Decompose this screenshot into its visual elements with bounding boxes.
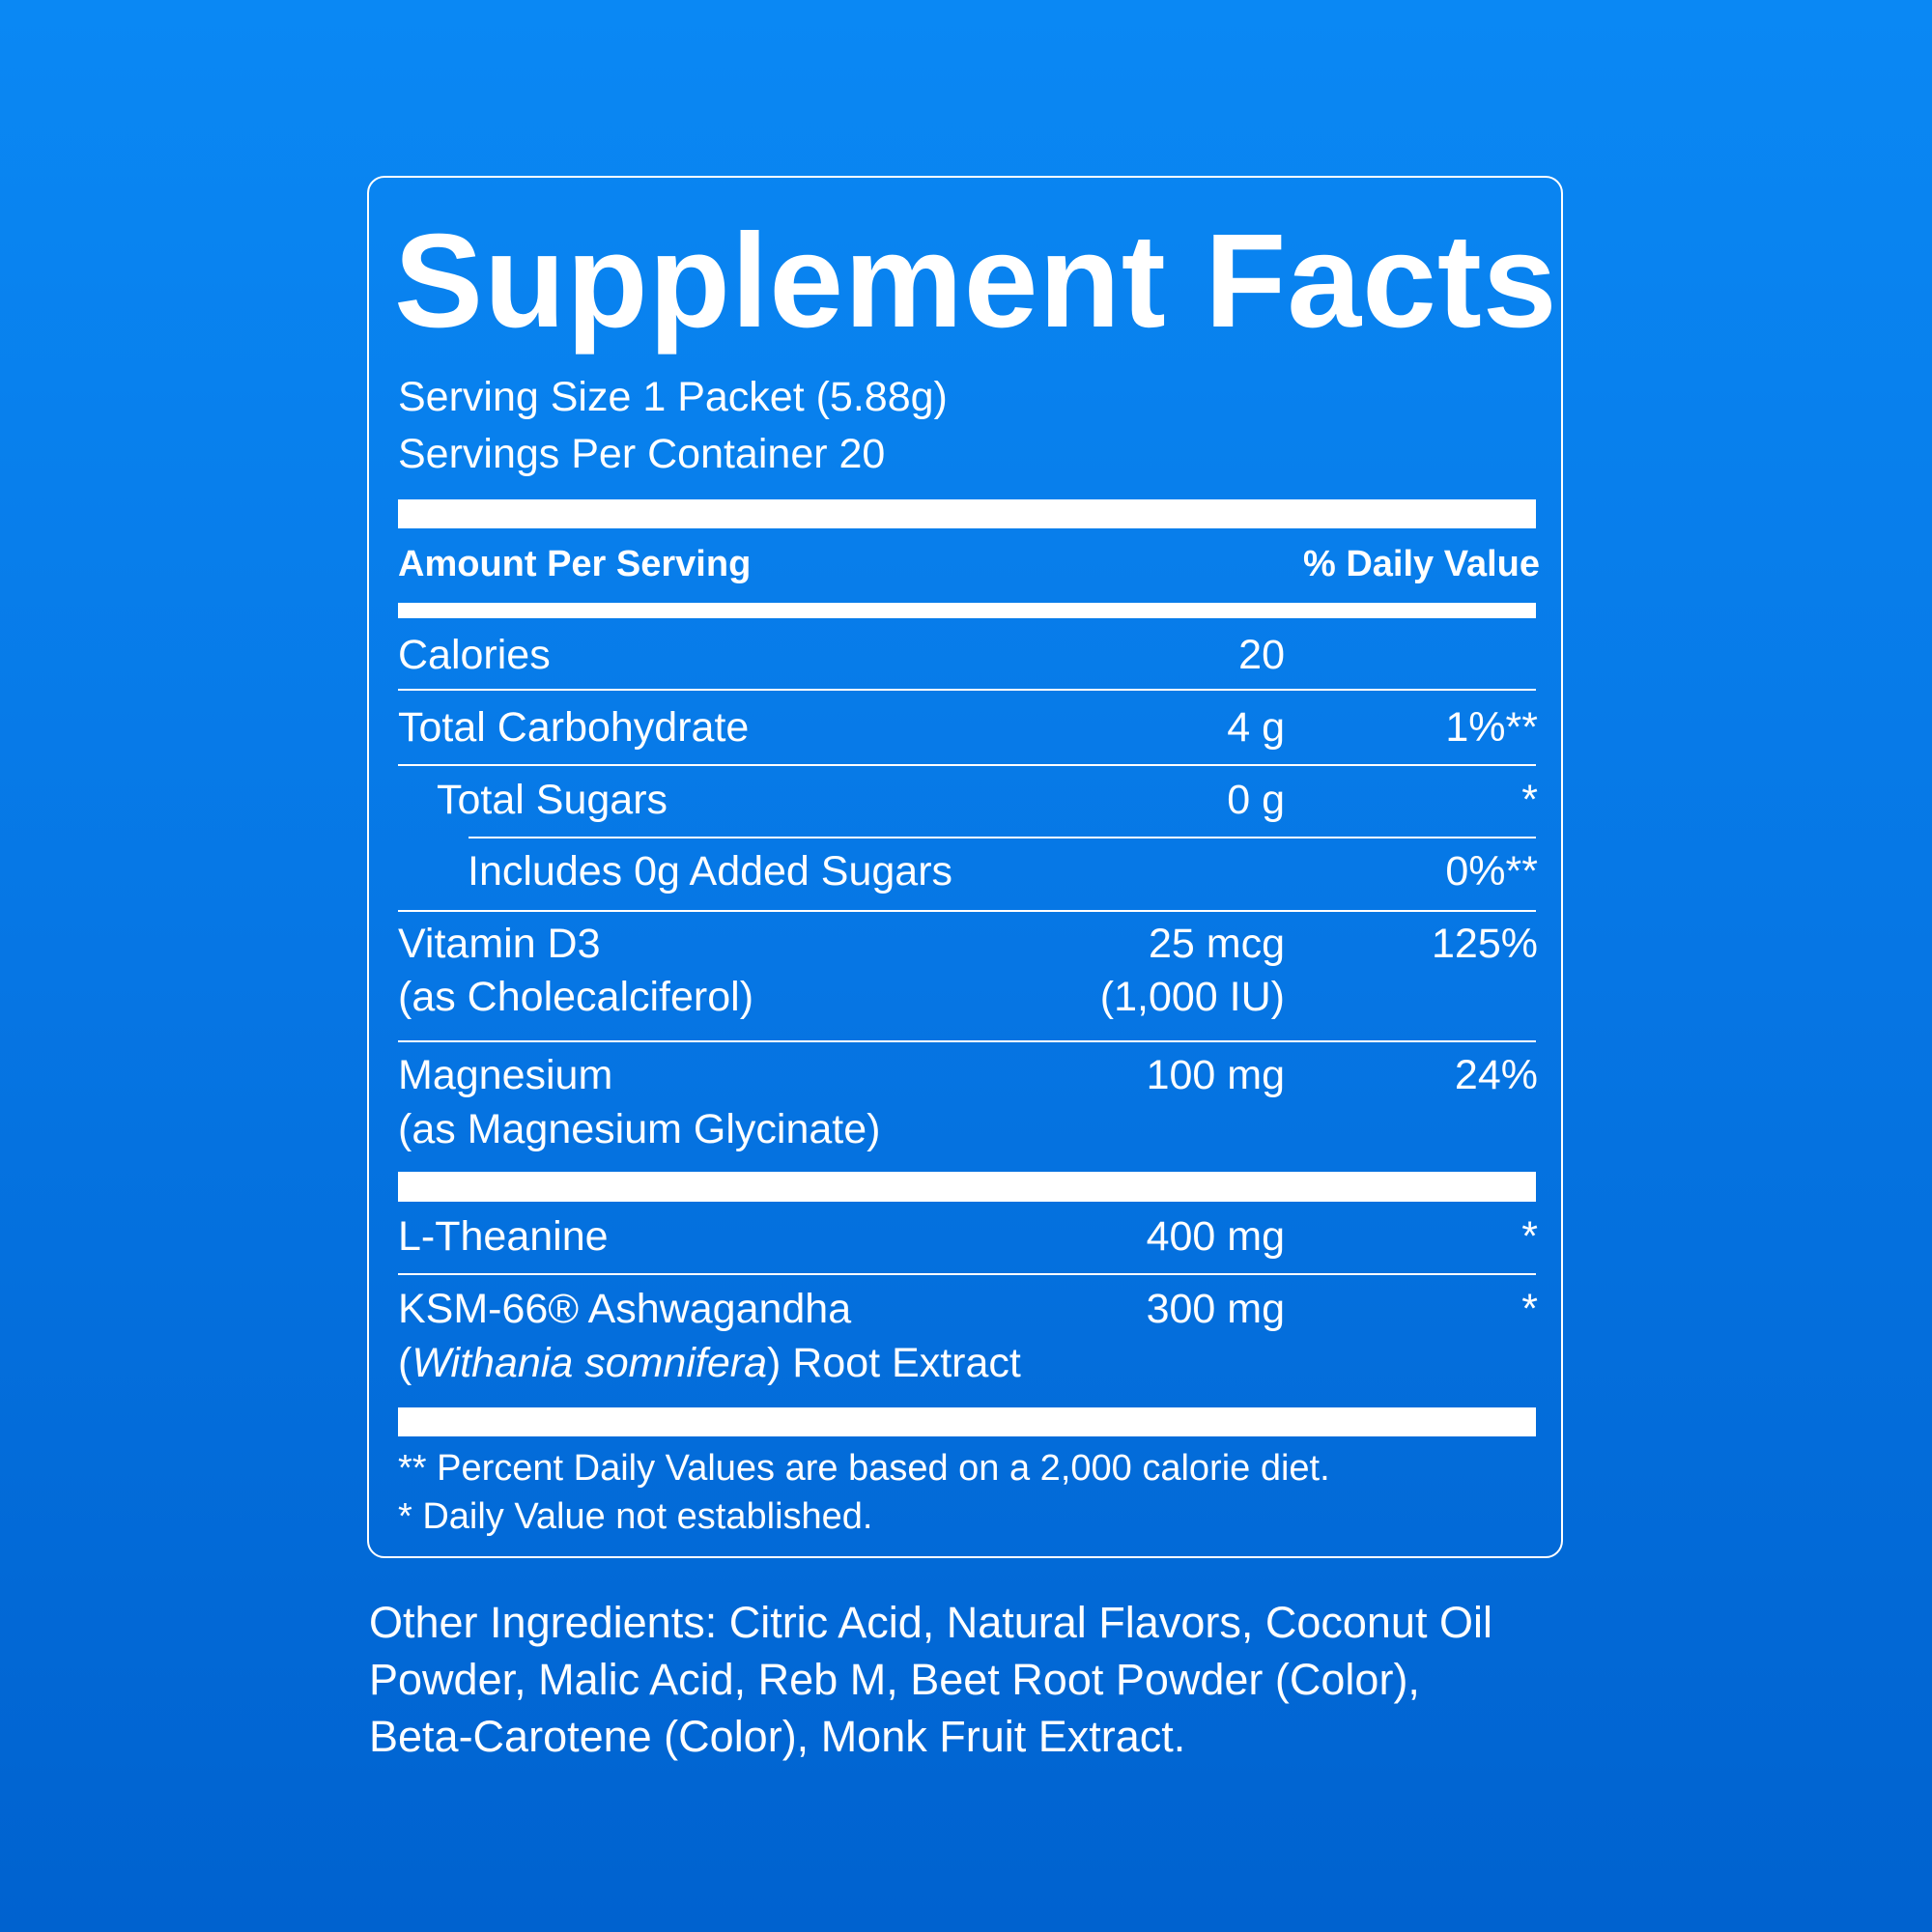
thick-rule bbox=[398, 1172, 1536, 1202]
other-ingredients: Other Ingredients: Citric Acid, Natural … bbox=[369, 1598, 1492, 1647]
daily-value: 0%** bbox=[1445, 848, 1538, 895]
other-ingredients: Powder, Malic Acid, Reb M, Beet Root Pow… bbox=[369, 1655, 1420, 1704]
nutrient-name: Vitamin D3 bbox=[398, 921, 601, 967]
other-ingredients: Beta-Carotene (Color), Monk Fruit Extrac… bbox=[369, 1712, 1186, 1761]
daily-value: * bbox=[1521, 1286, 1538, 1332]
daily-value: 1%** bbox=[1445, 704, 1538, 751]
nutrient-amount: 25 mcg bbox=[1148, 921, 1285, 967]
servings-per-container: Servings Per Container 20 bbox=[398, 431, 886, 477]
divider bbox=[398, 1040, 1536, 1042]
nutrient-amount-note: (1,000 IU) bbox=[1099, 974, 1285, 1020]
note-part: ) Root Extract bbox=[767, 1340, 1021, 1386]
column-header: % Daily Value bbox=[1302, 544, 1540, 584]
thick-rule bbox=[398, 499, 1536, 528]
nutrient-name: KSM-66® Ashwagandha bbox=[398, 1286, 852, 1332]
facts-panel bbox=[367, 176, 1563, 1558]
note-part: ( bbox=[398, 1340, 412, 1386]
nutrient-name: Total Carbohydrate bbox=[398, 704, 750, 751]
title: Supplement Facts bbox=[394, 207, 1558, 355]
footnote: * Daily Value not established. bbox=[398, 1496, 873, 1537]
column-header: Amount Per Serving bbox=[398, 544, 752, 584]
nutrient-amount: 0 g bbox=[1227, 777, 1285, 823]
nutrient-amount: 20 bbox=[1238, 632, 1285, 678]
thick-rule bbox=[398, 1407, 1536, 1436]
daily-value: 125% bbox=[1432, 921, 1538, 967]
serving-size: Serving Size 1 Packet (5.88g) bbox=[398, 374, 948, 420]
daily-value: 24% bbox=[1454, 1052, 1538, 1098]
nutrient-name: Includes 0g Added Sugars bbox=[468, 848, 953, 895]
divider bbox=[398, 910, 1536, 912]
latin-name: Withania somnifera bbox=[412, 1340, 767, 1386]
nutrient-note: (as Magnesium Glycinate) bbox=[398, 1106, 881, 1152]
daily-value: * bbox=[1521, 777, 1538, 823]
nutrient-name: Calories bbox=[398, 632, 551, 678]
nutrient-name: Total Sugars bbox=[437, 777, 668, 823]
nutrient-note: (as Cholecalciferol) bbox=[398, 974, 754, 1020]
nutrient-name: Magnesium bbox=[398, 1052, 613, 1098]
divider bbox=[469, 837, 1536, 838]
nutrient-amount: 400 mg bbox=[1146, 1213, 1285, 1260]
nutrient-name: L-Theanine bbox=[398, 1213, 609, 1260]
nutrient-amount: 100 mg bbox=[1146, 1052, 1285, 1098]
nutrient-amount: 300 mg bbox=[1146, 1286, 1285, 1332]
nutrient-note: (Withania somnifera) Root Extract bbox=[398, 1343, 1021, 1384]
divider bbox=[398, 764, 1536, 766]
rule bbox=[398, 603, 1536, 618]
footnote: ** Percent Daily Values are based on a 2… bbox=[398, 1448, 1330, 1489]
nutrient-amount: 4 g bbox=[1227, 704, 1285, 751]
divider bbox=[398, 1273, 1536, 1275]
daily-value: * bbox=[1521, 1213, 1538, 1260]
divider bbox=[398, 689, 1536, 691]
